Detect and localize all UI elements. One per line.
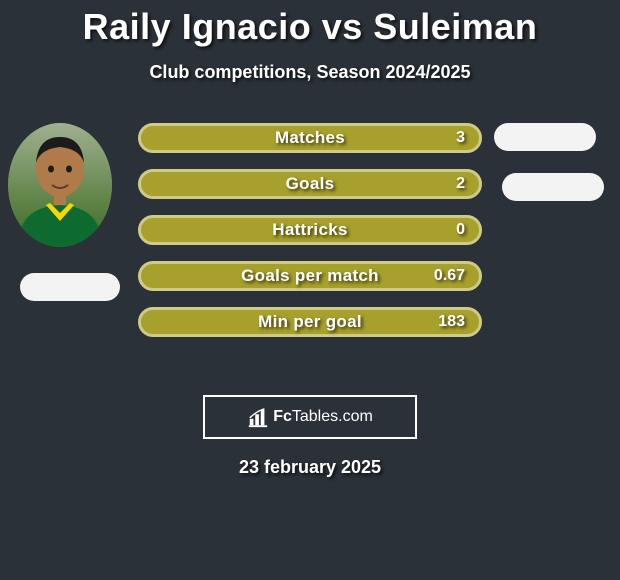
player-right-country-pill-2 (502, 173, 604, 201)
stat-value: 3 (456, 129, 465, 147)
avatar-illustration (8, 123, 112, 247)
stat-label: Min per goal (258, 312, 362, 332)
player-right-country-pill-1 (494, 123, 596, 151)
player-left-country-pill (20, 273, 120, 301)
stat-bars: Matches 3 Goals 2 Hattricks 0 Goals per … (138, 123, 482, 353)
brand-box: FcTables.com (203, 395, 417, 439)
stat-label: Matches (275, 128, 345, 148)
stat-bar-min-per-goal: Min per goal 183 (138, 307, 482, 337)
stat-bar-goals-per-match: Goals per match 0.67 (138, 261, 482, 291)
stat-label: Hattricks (272, 220, 347, 240)
stat-bar-hattricks: Hattricks 0 (138, 215, 482, 245)
stat-label: Goals per match (241, 266, 379, 286)
bar-chart-icon (247, 406, 269, 428)
stat-bar-matches: Matches 3 (138, 123, 482, 153)
stat-value: 0.67 (434, 267, 465, 285)
brand-strong: Fc (273, 408, 292, 425)
brand-suffix: .com (338, 408, 373, 425)
stat-value: 0 (456, 221, 465, 239)
stat-value: 2 (456, 175, 465, 193)
comparison-body: Matches 3 Goals 2 Hattricks 0 Goals per … (0, 123, 620, 383)
stat-bar-goals: Goals 2 (138, 169, 482, 199)
stat-label: Goals (286, 174, 335, 194)
stat-value: 183 (438, 313, 465, 331)
brand-text: FcTables.com (273, 408, 373, 426)
subtitle: Club competitions, Season 2024/2025 (0, 62, 620, 83)
brand-rest: Tables (292, 408, 338, 425)
page-title: Raily Ignacio vs Suleiman (0, 0, 620, 48)
date-line: 23 february 2025 (0, 457, 620, 478)
player-left-avatar (8, 123, 112, 247)
